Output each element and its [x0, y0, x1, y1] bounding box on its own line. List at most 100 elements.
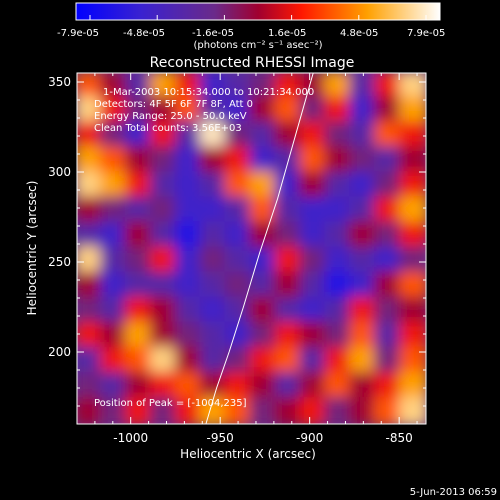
heatmap-cell	[349, 271, 379, 301]
heatmap-cell	[374, 296, 404, 326]
x-tick-label-1: -950	[207, 431, 234, 445]
heatmap-cell	[399, 73, 426, 101]
heatmap-cell	[149, 171, 179, 201]
heatmap-cell	[274, 96, 304, 126]
heatmap-cell	[77, 396, 104, 424]
annotations: 1-Mar-2003 10:15:34.000 to 10:21:34.000 …	[94, 87, 314, 409]
heatmap-cell	[149, 396, 179, 424]
heatmap-cell	[374, 396, 404, 424]
heatmap-cell	[274, 121, 304, 151]
heatmap-cell	[299, 396, 329, 424]
colorbar-tick-label-3: 1.6e-05	[268, 28, 306, 39]
colorbar-tick-label-2: -1.6e-05	[192, 28, 234, 39]
heatmap-cell	[124, 171, 154, 201]
heatmap-cell	[124, 246, 154, 276]
heatmap-cell	[224, 321, 254, 351]
heatmap-cell	[77, 146, 104, 176]
heatmap-cell	[274, 296, 304, 326]
x-tick-label-3: -850	[386, 431, 413, 445]
heatmap-cell	[224, 246, 254, 276]
heatmap-cell	[249, 221, 279, 251]
heatmap-cell	[324, 221, 354, 251]
heatmap-cell	[99, 246, 129, 276]
heatmap-cell	[274, 346, 304, 376]
heatmap-cell	[124, 346, 154, 376]
heatmap-cell	[249, 73, 279, 101]
heatmap-cell	[399, 221, 426, 251]
heatmap-cell	[299, 246, 329, 276]
heatmap-cell	[274, 73, 304, 101]
heatmap-cell	[324, 96, 354, 126]
heatmap-cell	[99, 171, 129, 201]
annotation-energy: Energy Range: 25.0 - 50.0 keV	[94, 111, 247, 122]
heatmap-cell	[149, 121, 179, 151]
heatmap-cell	[99, 121, 129, 151]
heatmap-cell	[274, 146, 304, 176]
colorbar-tick-label-1: -4.8e-05	[123, 28, 165, 39]
heatmap-cell	[399, 271, 426, 301]
heatmap-cell	[174, 321, 204, 351]
heatmap-cell	[149, 346, 179, 376]
heatmap-cell	[77, 371, 104, 401]
heatmap-cell	[374, 321, 404, 351]
heatmap-cell	[374, 73, 404, 101]
heatmap-cell	[399, 396, 426, 424]
heatmap-cell	[124, 196, 154, 226]
heatmap-cell	[99, 321, 129, 351]
heatmap-cell	[349, 146, 379, 176]
heatmap-cell	[349, 396, 379, 424]
heatmap-cell	[99, 73, 129, 101]
heatmap-cell	[199, 146, 229, 176]
heatmap-cell	[124, 221, 154, 251]
heatmap-cell	[274, 196, 304, 226]
heatmap-cell	[99, 371, 129, 401]
heatmap-cell	[399, 121, 426, 151]
heatmap-cell	[274, 221, 304, 251]
heatmap-cell	[224, 73, 254, 101]
heatmap-cell	[299, 271, 329, 301]
heatmap-cell	[77, 346, 104, 376]
heatmap-cell	[149, 196, 179, 226]
heatmap-cell	[149, 246, 179, 276]
heatmap-cell	[77, 171, 104, 201]
heatmap-cell	[124, 73, 154, 101]
heatmap-cell	[224, 371, 254, 401]
heatmap-cell	[299, 73, 329, 101]
heatmap-cell	[199, 246, 229, 276]
heatmap-cell	[149, 296, 179, 326]
heatmap-cell	[299, 371, 329, 401]
footer-date: 5-Jun-2013 06:59	[410, 487, 497, 498]
heatmap-cell	[224, 96, 254, 126]
heatmap-cell	[199, 321, 229, 351]
heatmap-cell	[399, 371, 426, 401]
heatmap-cell	[374, 146, 404, 176]
heatmap-cell	[224, 396, 254, 424]
heatmap-cell	[374, 271, 404, 301]
chart-title: Reconstructed RHESSI Image	[150, 55, 355, 71]
heatmap-cell	[249, 146, 279, 176]
heatmap-cell	[149, 221, 179, 251]
y-tick-label-0: 200	[48, 345, 71, 359]
heatmap-cell	[299, 121, 329, 151]
heatmap-cell	[324, 296, 354, 326]
heatmap-cell	[77, 321, 104, 351]
heatmap-cell	[124, 121, 154, 151]
heatmap-cell	[149, 146, 179, 176]
heatmap-cell	[274, 321, 304, 351]
y-axis-label: Heliocentric Y (arcsec)	[25, 181, 39, 316]
heatmap-cell	[399, 196, 426, 226]
x-tick-label-0: -1000	[113, 431, 148, 445]
annotation-detectors: Detectors: 4F 5F 6F 7F 8F, Att 0	[94, 99, 253, 110]
heatmap-cell	[374, 96, 404, 126]
heatmap-cell	[299, 296, 329, 326]
heatmap-cell	[224, 221, 254, 251]
heatmap-cell	[374, 121, 404, 151]
heatmap-cell	[99, 346, 129, 376]
heatmap-cell	[174, 121, 204, 151]
heatmap-cell	[199, 346, 229, 376]
heatmap-cell	[349, 196, 379, 226]
heatmap-cell	[199, 121, 229, 151]
solar-limb-curve	[205, 73, 314, 424]
heatmap-cell	[324, 121, 354, 151]
heatmap-cell	[324, 271, 354, 301]
